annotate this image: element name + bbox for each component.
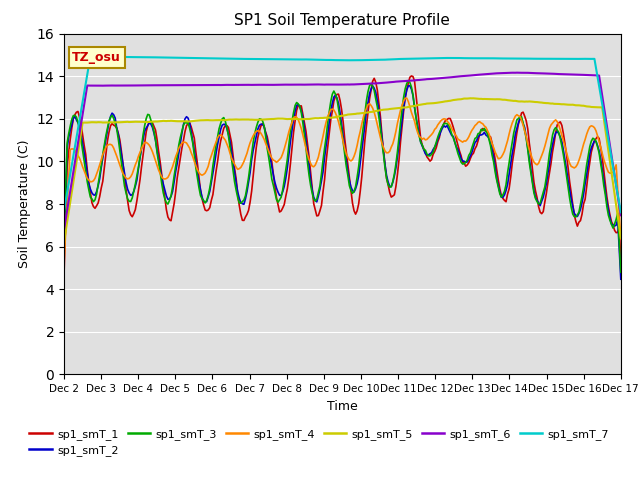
sp1_smT_2: [226, 138, 234, 144]
sp1_smT_6: [226, 82, 234, 88]
sp1_smT_5: [588, 104, 595, 110]
sp1_smT_2: [129, 192, 136, 198]
sp1_smT_5: [226, 117, 234, 122]
sp1_smT_4: [588, 123, 595, 129]
sp1_smT_1: [60, 274, 68, 279]
sp1_smT_1: [226, 132, 234, 138]
sp1_smT_5: [467, 96, 474, 101]
sp1_smT_7: [60, 208, 68, 214]
sp1_smT_7: [130, 54, 138, 60]
sp1_smT_2: [406, 83, 413, 89]
sp1_smT_4: [617, 236, 625, 242]
sp1_smT_2: [60, 241, 68, 247]
Line: sp1_smT_5: sp1_smT_5: [64, 98, 621, 242]
sp1_smT_4: [60, 260, 68, 266]
sp1_smT_3: [129, 195, 136, 201]
sp1_smT_6: [60, 227, 68, 233]
sp1_smT_2: [244, 179, 252, 185]
sp1_smT_6: [513, 70, 521, 75]
sp1_smT_5: [244, 117, 252, 122]
Y-axis label: Soil Temperature (C): Soil Temperature (C): [18, 140, 31, 268]
sp1_smT_7: [588, 56, 595, 62]
Text: TZ_osu: TZ_osu: [72, 51, 121, 64]
Title: SP1 Soil Temperature Profile: SP1 Soil Temperature Profile: [234, 13, 451, 28]
Line: sp1_smT_1: sp1_smT_1: [64, 76, 621, 276]
sp1_smT_7: [305, 57, 313, 62]
X-axis label: Time: Time: [327, 400, 358, 413]
sp1_smT_7: [617, 209, 625, 215]
sp1_smT_6: [303, 82, 311, 87]
sp1_smT_6: [588, 72, 595, 78]
sp1_smT_6: [254, 82, 262, 88]
sp1_smT_2: [303, 149, 311, 155]
sp1_smT_3: [244, 175, 252, 180]
Legend: sp1_smT_1, sp1_smT_2, sp1_smT_3, sp1_smT_4, sp1_smT_5, sp1_smT_6, sp1_smT_7: sp1_smT_1, sp1_smT_2, sp1_smT_3, sp1_smT…: [25, 424, 614, 460]
sp1_smT_7: [255, 56, 263, 62]
sp1_smT_5: [129, 119, 136, 125]
sp1_smT_2: [254, 126, 262, 132]
Line: sp1_smT_7: sp1_smT_7: [64, 57, 621, 212]
Line: sp1_smT_6: sp1_smT_6: [64, 72, 621, 230]
sp1_smT_3: [404, 78, 412, 84]
sp1_smT_1: [254, 134, 262, 140]
sp1_smT_3: [60, 239, 68, 245]
sp1_smT_5: [617, 235, 625, 240]
sp1_smT_7: [228, 56, 236, 61]
sp1_smT_4: [254, 128, 262, 133]
sp1_smT_3: [617, 269, 625, 275]
sp1_smT_4: [129, 171, 136, 177]
sp1_smT_5: [254, 117, 262, 123]
sp1_smT_6: [244, 82, 252, 88]
sp1_smT_1: [408, 73, 415, 79]
sp1_smT_7: [86, 54, 94, 60]
sp1_smT_4: [303, 152, 311, 157]
sp1_smT_6: [129, 83, 136, 88]
sp1_smT_1: [617, 258, 625, 264]
sp1_smT_3: [588, 138, 595, 144]
sp1_smT_4: [403, 96, 411, 101]
sp1_smT_4: [226, 150, 234, 156]
Line: sp1_smT_4: sp1_smT_4: [64, 98, 621, 263]
sp1_smT_4: [244, 144, 252, 150]
sp1_smT_7: [246, 56, 254, 62]
sp1_smT_1: [129, 214, 136, 220]
Line: sp1_smT_3: sp1_smT_3: [64, 81, 621, 272]
sp1_smT_5: [303, 116, 311, 122]
sp1_smT_1: [303, 141, 311, 147]
sp1_smT_2: [617, 276, 625, 282]
sp1_smT_1: [588, 149, 595, 155]
Line: sp1_smT_2: sp1_smT_2: [64, 86, 621, 279]
sp1_smT_3: [303, 160, 311, 166]
sp1_smT_3: [254, 120, 262, 125]
sp1_smT_1: [244, 207, 252, 213]
sp1_smT_5: [60, 239, 68, 245]
sp1_smT_3: [226, 144, 234, 150]
sp1_smT_6: [617, 212, 625, 218]
sp1_smT_2: [588, 145, 595, 151]
